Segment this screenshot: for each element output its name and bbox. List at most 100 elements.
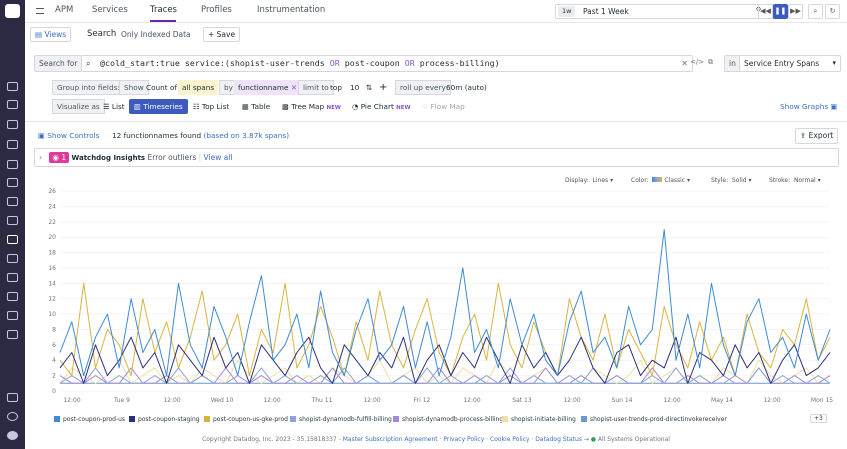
security-nav-icon[interactable] <box>7 254 18 263</box>
watchdog-nav-icon[interactable] <box>7 100 18 109</box>
monitors-nav-icon[interactable] <box>7 160 18 169</box>
search-nav-icon[interactable] <box>7 82 18 91</box>
metrics-nav-icon[interactable] <box>7 311 18 320</box>
status-link[interactable]: Datadog Status → <box>535 436 589 443</box>
expand-chevron-icon[interactable]: › <box>39 153 42 162</box>
legend-item[interactable]: shopist-initiate-billing <box>502 416 576 423</box>
color-value: Classic <box>664 177 686 184</box>
settings-nav-icon[interactable] <box>7 330 18 339</box>
viz-treemap[interactable]: ▩ Tree Map NEW <box>282 99 341 114</box>
status-dot-icon: ● <box>590 436 597 443</box>
y-tick-label: 8 <box>52 326 56 333</box>
viz-table[interactable]: ▦ Table <box>242 99 270 114</box>
chat-icon[interactable] <box>7 393 18 402</box>
pause-button[interactable]: ❚❚ <box>773 4 788 19</box>
cookie-link[interactable]: Cookie Policy <box>490 436 530 443</box>
display-control[interactable]: Display: Lines ▾ <box>565 177 614 184</box>
legend-item[interactable]: shopist-user-trends-prod-directinvokerec… <box>581 416 727 423</box>
field-chip-label: functionname <box>238 83 289 92</box>
legend-item[interactable]: shopist-dynamodb-process-billing <box>393 416 503 423</box>
views-button[interactable]: ▤ Views <box>30 27 72 42</box>
legend-label: post-coupon-us-gke-prod <box>213 416 288 423</box>
time-selector[interactable]: 1w Past 1 Week ⚲ ⌄ <box>555 4 778 19</box>
x-tick-label: 12:00 <box>163 397 180 404</box>
clear-icon[interactable]: ✕ <box>681 59 688 68</box>
datadog-logo-icon[interactable] <box>5 4 20 18</box>
series-line <box>59 367 831 384</box>
viz-timeseries[interactable]: ▥ Timeseries <box>129 99 188 114</box>
y-tick-label: 0 <box>52 388 56 395</box>
x-tick-label: Tue 9 <box>113 397 130 404</box>
y-tick-label: 26 <box>48 188 56 195</box>
infrastructure-nav-icon[interactable] <box>7 140 18 149</box>
show-graphs-toggle[interactable]: Show Graphs ▣ <box>780 99 837 114</box>
viz-toplist[interactable]: ☷ Top List <box>193 99 229 114</box>
limit-value[interactable]: 10 <box>350 83 360 92</box>
save-button[interactable]: + Save <box>203 27 241 42</box>
all-spans-selector[interactable]: all spans <box>178 80 219 95</box>
step-back-button[interactable]: ◀◀ <box>758 4 773 19</box>
stroke-control[interactable]: Stroke: Normal ▾ <box>769 177 821 184</box>
export-button[interactable]: ⇪ Export <box>795 128 839 144</box>
top-selector[interactable]: top <box>330 83 342 92</box>
table-icon: ▦ <box>242 102 252 111</box>
search-icon: ⌕ <box>86 59 91 68</box>
remove-field-icon[interactable]: ✕ <box>290 83 297 92</box>
tab-services[interactable]: Services <box>92 5 128 15</box>
code-icon[interactable]: </> <box>690 58 705 66</box>
x-tick-label: Wed 10 <box>211 397 234 404</box>
integrations-nav-icon[interactable] <box>7 178 18 187</box>
viz-list[interactable]: ☰ List <box>103 99 125 114</box>
legend-more-button[interactable]: +3 <box>810 414 827 423</box>
rollup-interval[interactable]: 60m (auto) <box>446 83 487 92</box>
tab-instrumentation[interactable]: Instrumentation <box>257 5 326 15</box>
scope-dropdown[interactable]: Service Entry Spans ▾ <box>739 55 841 72</box>
notebooks-nav-icon[interactable] <box>7 216 18 225</box>
field-chip[interactable]: functionname ✕ <box>234 80 301 95</box>
color-control[interactable]: Color: Classic ▾ <box>631 177 691 184</box>
show-controls-toggle[interactable]: ▣ Show Controls <box>38 131 99 140</box>
legend-item[interactable]: post-coupon-staging <box>129 416 200 423</box>
count-of-label: Count of <box>146 83 178 92</box>
ux-monitoring-nav-icon[interactable] <box>7 273 18 282</box>
logs-nav-icon[interactable] <box>7 235 18 244</box>
help-icon[interactable] <box>7 412 18 421</box>
view-all-link[interactable]: View all <box>203 153 233 162</box>
privacy-link[interactable]: Privacy Policy <box>443 436 485 443</box>
style-control[interactable]: Style: Solid ▾ <box>711 177 752 184</box>
views-label: Views <box>44 30 67 39</box>
step-forward-button[interactable]: ▶▶ <box>788 4 803 19</box>
viz-piechart[interactable]: ◔ Pie Chart NEW <box>352 99 411 114</box>
chevron-down-icon[interactable]: ⌄ <box>766 6 772 14</box>
y-tick-label: 10 <box>48 311 56 318</box>
zoom-icon[interactable]: ⌕ <box>808 4 823 19</box>
legend-item[interactable]: post-coupon-us-gke-prod <box>204 416 288 423</box>
legend-item[interactable]: shopist-dynamodb-fulfill-billing <box>290 416 392 423</box>
copy-icon[interactable]: ⧉ <box>708 58 713 66</box>
refresh-icon[interactable]: ↻ <box>825 4 840 19</box>
tab-profiles[interactable]: Profiles <box>201 5 232 15</box>
divider <box>25 121 847 122</box>
group-label: Group into fields: <box>52 80 125 95</box>
msa-link[interactable]: Master Subscription Agreement <box>342 436 438 443</box>
x-tick-label: 12:00 <box>763 397 780 404</box>
avatar[interactable] <box>7 431 18 440</box>
legend-swatch <box>204 416 210 422</box>
ci-nav-icon[interactable] <box>7 292 18 301</box>
tab-traces[interactable]: Traces <box>150 5 177 15</box>
legend-item[interactable]: post-coupon-prod-us <box>54 416 125 423</box>
apm-nav-icon[interactable] <box>7 197 18 206</box>
time-chip: 1w <box>558 6 576 17</box>
add-icon[interactable]: + <box>379 82 388 93</box>
y-tick-label: 22 <box>48 219 56 226</box>
dashboards-nav-icon[interactable] <box>7 120 18 129</box>
y-tick-label: 14 <box>48 280 56 287</box>
sort-icon[interactable]: ⇅ <box>366 83 373 92</box>
menu-icon[interactable] <box>36 8 44 14</box>
x-tick-label: 12:00 <box>263 397 280 404</box>
search-subtitle: Only Indexed Data <box>121 30 191 39</box>
watchdog-banner[interactable]: › ◉ 1 Watchdog Insights Error outliers |… <box>34 148 839 167</box>
based-on-spans[interactable]: (based on 3.87k spans) <box>203 131 290 140</box>
query-input[interactable]: ⌕ @cold_start:true service:(shopist-user… <box>81 55 693 72</box>
